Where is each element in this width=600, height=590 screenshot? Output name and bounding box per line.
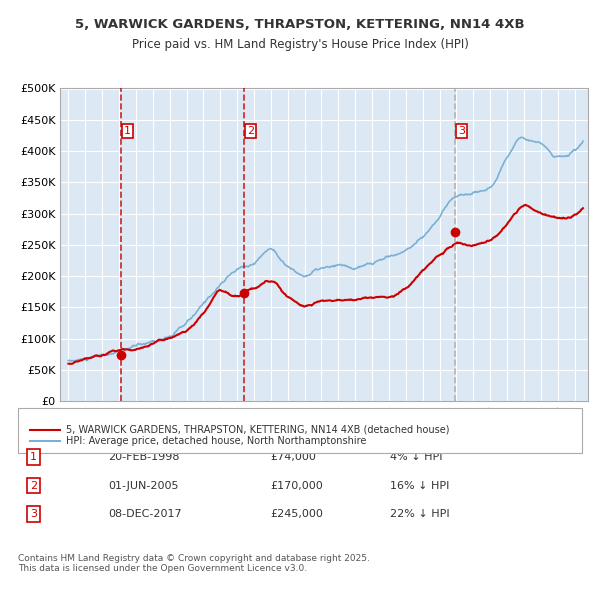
Text: 22% ↓ HPI: 22% ↓ HPI <box>390 509 449 519</box>
Text: Price paid vs. HM Land Registry's House Price Index (HPI): Price paid vs. HM Land Registry's House … <box>131 38 469 51</box>
Text: HPI: Average price, detached house, North Northamptonshire: HPI: Average price, detached house, Nort… <box>66 436 367 445</box>
Text: 08-DEC-2017: 08-DEC-2017 <box>108 509 182 519</box>
Text: 5, WARWICK GARDENS, THRAPSTON, KETTERING, NN14 4XB: 5, WARWICK GARDENS, THRAPSTON, KETTERING… <box>75 18 525 31</box>
Text: 1: 1 <box>124 126 131 136</box>
Text: 1: 1 <box>30 453 37 462</box>
Text: 01-JUN-2005: 01-JUN-2005 <box>108 481 179 490</box>
Text: £74,000: £74,000 <box>270 453 316 462</box>
Text: £170,000: £170,000 <box>270 481 323 490</box>
Text: £245,000: £245,000 <box>270 509 323 519</box>
Text: 2: 2 <box>247 126 254 136</box>
Text: 20-FEB-1998: 20-FEB-1998 <box>108 453 179 462</box>
Text: 2: 2 <box>30 481 37 490</box>
Text: 5, WARWICK GARDENS, THRAPSTON, KETTERING, NN14 4XB (detached house): 5, WARWICK GARDENS, THRAPSTON, KETTERING… <box>66 425 449 434</box>
Text: 16% ↓ HPI: 16% ↓ HPI <box>390 481 449 490</box>
Text: 3: 3 <box>30 509 37 519</box>
Text: 3: 3 <box>458 126 465 136</box>
Text: Contains HM Land Registry data © Crown copyright and database right 2025.
This d: Contains HM Land Registry data © Crown c… <box>18 554 370 573</box>
Text: 4% ↓ HPI: 4% ↓ HPI <box>390 453 443 462</box>
